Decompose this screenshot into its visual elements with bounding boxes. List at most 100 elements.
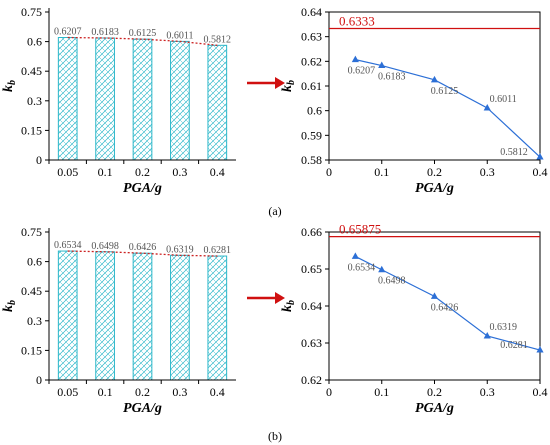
bar-b-ytick-label: 0.75 bbox=[21, 225, 42, 239]
bar-a-ytick-label: 0.6 bbox=[27, 35, 42, 49]
bar-a-xlabel: PGA/g bbox=[123, 181, 162, 196]
bar-b-data-label: 0.6498 bbox=[91, 241, 119, 252]
line-b-data-label: 0.6498 bbox=[378, 276, 406, 287]
line-a-ytick-label: 0.58 bbox=[301, 153, 322, 167]
line-b-xtick-label: 0.1 bbox=[374, 385, 389, 399]
bar-b-2 bbox=[132, 252, 153, 381]
line-a-point-0 bbox=[351, 55, 359, 63]
line-b-point-0 bbox=[351, 252, 359, 259]
line-b-data-label: 0.6534 bbox=[348, 262, 376, 273]
line-b-ytick-label: 0.62 bbox=[301, 373, 322, 387]
line-a-point-1 bbox=[378, 61, 386, 69]
line-b-ylabel: kb bbox=[280, 300, 297, 312]
line-b-point-1 bbox=[378, 265, 386, 273]
bar-a-xtick-label: 0.4 bbox=[210, 165, 225, 179]
line-b-xtick-label: 0.4 bbox=[533, 385, 548, 399]
bar-a-ytick-label: 0.45 bbox=[21, 64, 42, 78]
line-b-xlabel: PGA/g bbox=[415, 401, 454, 416]
bar-a-ytick-label: 0 bbox=[36, 153, 42, 167]
line-b-reference-label: 0.65875 bbox=[339, 222, 381, 237]
arrow-a-head bbox=[275, 77, 285, 89]
line-a-ylabel: kb bbox=[280, 80, 297, 92]
bar-a-xtick-label: 0.1 bbox=[98, 165, 113, 179]
line-b-ytick-label: 0.65 bbox=[301, 262, 322, 276]
bar-a-2 bbox=[132, 38, 153, 161]
bar-a-3 bbox=[170, 40, 190, 161]
line-a-point-3 bbox=[483, 103, 491, 111]
bar-a-data-label: 0.5812 bbox=[204, 34, 232, 45]
bar-b-xtick-label: 0.2 bbox=[135, 385, 150, 399]
bar-a-ytick-label: 0.15 bbox=[21, 123, 42, 137]
line-b-xtick-label: 0 bbox=[326, 385, 332, 399]
bar-b-1 bbox=[95, 251, 115, 381]
line-b-ytick-label: 0.64 bbox=[301, 299, 322, 313]
bar-a-ytick-label: 0.3 bbox=[27, 94, 42, 108]
bar-a-ytick-label: 0.75 bbox=[21, 5, 42, 19]
line-a-xlabel: PGA/g bbox=[415, 181, 454, 196]
line-b-xtick-label: 0.3 bbox=[480, 385, 495, 399]
bar-b-data-label: 0.6426 bbox=[129, 242, 157, 253]
line-b-data-label: 0.6319 bbox=[490, 322, 518, 333]
bar-a-4 bbox=[207, 44, 228, 161]
line-a-ytick-label: 0.64 bbox=[301, 5, 322, 19]
bar-b-ytick-label: 0 bbox=[36, 373, 42, 387]
arrow-b-head bbox=[275, 292, 285, 304]
line-a-ytick-label: 0.63 bbox=[301, 30, 322, 44]
panel-label-b: (b) bbox=[268, 429, 282, 443]
line-a-data-label: 0.6011 bbox=[490, 94, 517, 105]
line-a-xtick-label: 0.1 bbox=[374, 165, 389, 179]
bar-b-3 bbox=[170, 254, 190, 381]
bar-b-ytick-label: 0.6 bbox=[27, 255, 42, 269]
line-b-point-2 bbox=[430, 292, 439, 299]
bar-b-xtick-label: 0.4 bbox=[210, 385, 225, 399]
bar-b-data-label: 0.6534 bbox=[54, 240, 82, 251]
bar-a-data-label: 0.6125 bbox=[129, 28, 157, 39]
line-b-data-label: 0.6281 bbox=[500, 340, 528, 351]
bar-a-xtick-label: 0.3 bbox=[172, 165, 187, 179]
bar-b-data-label: 0.6281 bbox=[204, 245, 232, 256]
bar-b-xtick-label: 0.1 bbox=[98, 385, 113, 399]
bar-a-xtick-label: 0.05 bbox=[57, 165, 78, 179]
line-b-ytick-label: 0.66 bbox=[301, 225, 322, 239]
bar-b-xlabel: PGA/g bbox=[123, 401, 162, 416]
bar-b-xtick-label: 0.05 bbox=[57, 385, 78, 399]
line-a-data-label: 0.6207 bbox=[348, 66, 376, 77]
bar-a-data-label: 0.6183 bbox=[91, 27, 119, 38]
bar-a-ylabel: kb bbox=[1, 80, 18, 92]
bar-b-ytick-label: 0.15 bbox=[21, 343, 42, 357]
line-a-data-label: 0.6183 bbox=[378, 72, 406, 83]
line-a-xtick-label: 0.3 bbox=[480, 165, 495, 179]
chart-layer: 0 0.15 0.3 0.45 0.6 0.75 0.6207 0.05 0.6183 0.1 0.… bbox=[1, 5, 548, 416]
bar-b-data-label: 0.6319 bbox=[166, 244, 194, 255]
line-a-reference-label: 0.6333 bbox=[339, 14, 375, 29]
line-a-ytick-label: 0.6 bbox=[307, 104, 322, 118]
bar-b-xtick-label: 0.3 bbox=[172, 385, 187, 399]
line-b-xtick-label: 0.2 bbox=[427, 385, 442, 399]
line-a-ytick-label: 0.61 bbox=[301, 79, 322, 93]
bar-a-0 bbox=[57, 37, 78, 161]
line-a-xtick-label: 0.2 bbox=[427, 165, 442, 179]
bar-a-xtick-label: 0.2 bbox=[135, 165, 150, 179]
line-a-data-label: 0.5812 bbox=[500, 147, 528, 158]
bar-b-4 bbox=[207, 255, 228, 381]
bar-a-trend-line bbox=[67, 36, 218, 46]
bar-b-ytick-label: 0.45 bbox=[21, 284, 42, 298]
bar-a-data-label: 0.6207 bbox=[54, 27, 82, 38]
line-b-ytick-label: 0.63 bbox=[301, 336, 322, 350]
bar-b-0 bbox=[57, 250, 78, 381]
line-a-data-label: 0.6125 bbox=[431, 86, 459, 97]
bar-a-1 bbox=[95, 37, 115, 161]
bar-a-data-label: 0.6011 bbox=[166, 30, 193, 41]
line-b-point-4 bbox=[536, 346, 544, 353]
line-a-ytick-label: 0.62 bbox=[301, 54, 322, 68]
line-a-point-2 bbox=[430, 75, 439, 83]
panel-label-a: (a) bbox=[268, 204, 281, 218]
bar-b-ytick-label: 0.3 bbox=[27, 314, 42, 328]
bar-b-trend-line bbox=[67, 250, 218, 257]
line-a-point-4 bbox=[536, 153, 544, 160]
line-b-data-label: 0.6426 bbox=[431, 302, 459, 313]
bar-b-ylabel: kb bbox=[1, 300, 18, 312]
line-b-point-3 bbox=[483, 331, 491, 339]
line-a-ytick-label: 0.59 bbox=[301, 128, 322, 142]
